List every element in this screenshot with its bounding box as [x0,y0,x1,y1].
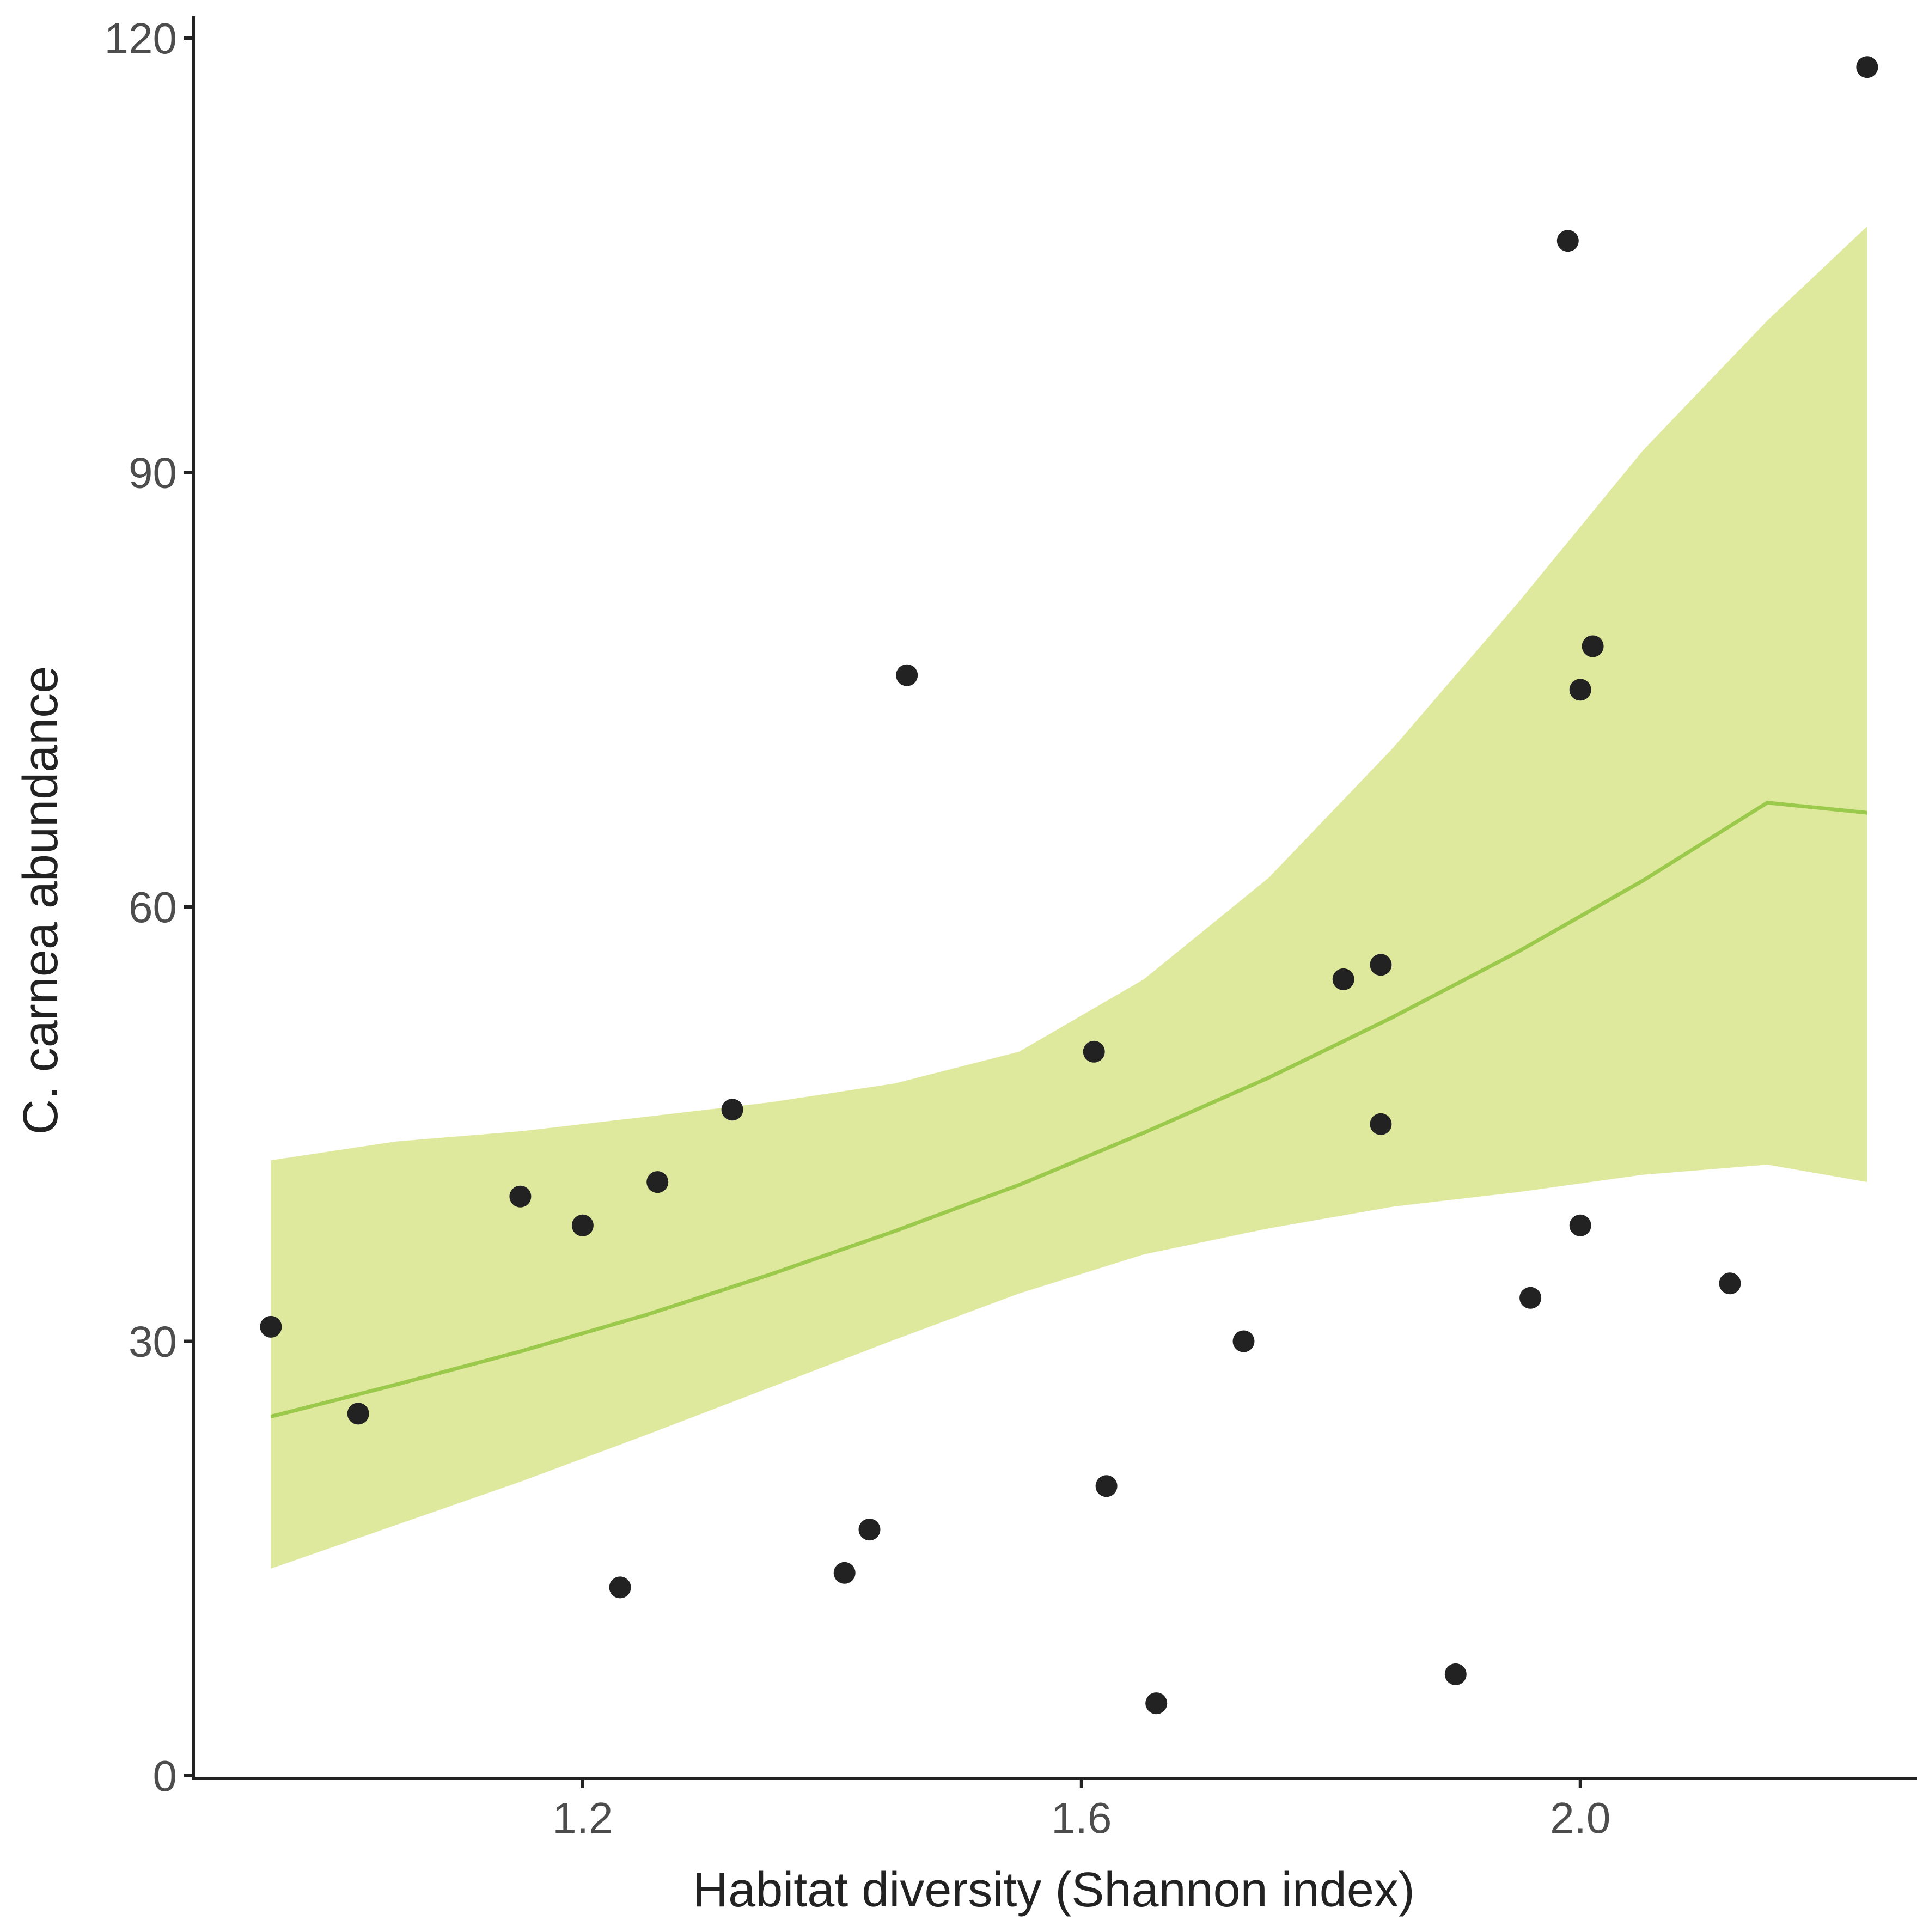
data-point [646,1171,669,1193]
data-point [1444,1663,1467,1685]
data-point [858,1519,881,1541]
axes-layer: 0 30 60 90 120 1.2 1.6 2.0 [105,14,1917,1842]
y-tick-label: 90 [129,449,177,497]
y-tick-label: 120 [105,14,177,63]
data-point [571,1214,594,1236]
data-point [1582,635,1604,657]
data-point [1569,1214,1591,1236]
x-tick-label: 1.2 [552,1794,613,1842]
data-point [347,1403,369,1425]
y-tick-label: 0 [153,1752,178,1800]
data-point [1232,1330,1255,1352]
data-point [1370,954,1392,976]
data-point [896,664,918,686]
data-point [833,1562,856,1584]
data-point [609,1576,631,1599]
confidence-band-layer [271,226,1867,1569]
data-point [1719,1272,1741,1295]
x-axis-title: Habitat diversity (Shannon index) [693,1863,1415,1917]
y-tick-label: 30 [129,1318,177,1366]
data-point [1569,679,1591,701]
fit-line [270,801,1867,1419]
fit-line-layer [270,801,1867,1419]
data-point [1856,56,1878,78]
confidence-band [271,226,1867,1569]
y-tick-label: 60 [129,883,177,931]
data-point [1556,230,1579,252]
x-tick-label: 2.0 [1550,1794,1610,1842]
y-axis-title: C. carnea abundance [14,666,68,1135]
data-point [260,1315,282,1338]
data-point [1332,968,1354,990]
data-point [1370,1113,1392,1135]
data-point [1145,1692,1168,1715]
data-point [721,1099,743,1121]
data-point [1519,1287,1542,1309]
data-point [1083,1040,1105,1063]
data-point [1095,1475,1118,1497]
data-point [509,1185,532,1208]
x-tick-label: 1.6 [1051,1794,1112,1842]
data-points-layer [260,56,1878,1715]
